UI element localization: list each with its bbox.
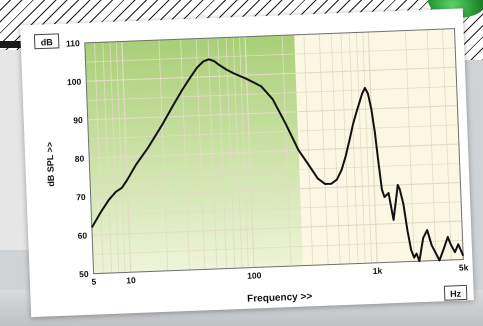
y-tick-label: 50 (79, 269, 89, 279)
series-line (90, 58, 465, 263)
y-unit-badge-box (33, 33, 60, 50)
grid-line-y (88, 124, 459, 140)
grid-line-y (86, 66, 456, 82)
x-tick-label: 10 (126, 275, 136, 285)
y-tick-label: 90 (73, 115, 83, 125)
y-tick-label: 100 (67, 77, 82, 88)
frequency-response-chart: 50 60 70 80 90 100 110 5 10 100 1k 5k dB Hz dB SPL… (33, 28, 469, 305)
y-tick-labels: 50 60 70 80 90 100 110 (66, 38, 89, 279)
grid-lines (85, 29, 463, 274)
chart-card: 50 60 70 80 90 100 110 5 10 100 1k 5k dB Hz dB SPL… (20, 8, 474, 318)
grid-line-y (92, 220, 462, 236)
y-tick-label: 70 (76, 192, 86, 202)
x-tick-labels: 5 10 100 1k 5k (91, 262, 468, 286)
x-tick-label: 5 (91, 277, 96, 287)
y-unit-badge: dB (41, 37, 54, 47)
grid-line-y (86, 86, 457, 101)
grid-line-y (87, 105, 458, 121)
x-unit-badge-box (443, 284, 468, 301)
x-axis-label: Frequency >> (247, 291, 313, 304)
y-axis-label: dB SPL >> (45, 142, 57, 187)
x-tick-label: 100 (247, 270, 262, 281)
left-dark-bar (0, 41, 36, 48)
grid-line-y (85, 47, 456, 63)
x-unit-badge: Hz (450, 289, 462, 299)
x-tick-label: 5k (459, 262, 469, 272)
x-tick-label: 1k (373, 266, 383, 276)
grid-line-y (89, 143, 459, 159)
grid-line-y (92, 239, 463, 255)
plot-frame (84, 28, 464, 275)
grid-line-y (91, 201, 462, 217)
grid-line-y (89, 162, 460, 178)
y-tick-label: 80 (75, 153, 85, 163)
y-tick-label: 60 (77, 230, 87, 240)
y-tick-label: 110 (66, 38, 80, 49)
